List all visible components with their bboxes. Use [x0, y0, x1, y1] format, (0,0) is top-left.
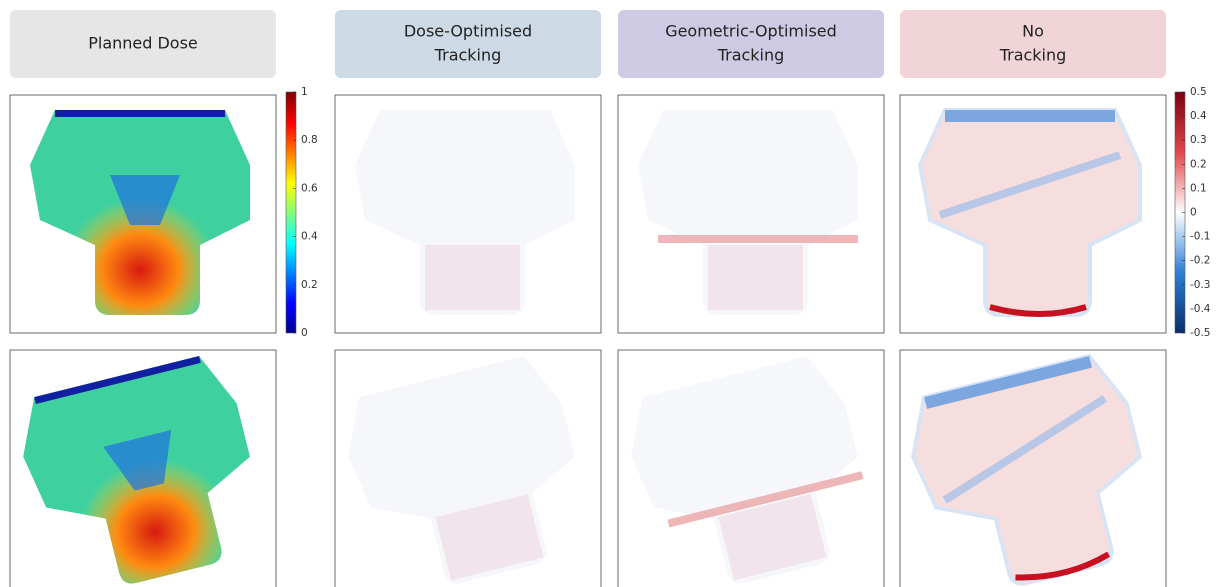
panel: [900, 95, 1166, 333]
diff-lower: [708, 245, 803, 310]
header-box: [335, 10, 601, 78]
dose-edge: [55, 110, 225, 117]
colorbar-tick-label: 0.5: [1190, 86, 1207, 98]
diff-cold: [945, 110, 1115, 122]
colorbar-tick-label: -0.5: [1190, 327, 1211, 339]
colorbar-tick-label: 0.4: [1190, 110, 1207, 122]
colorbar-tick-label: 0.4: [301, 231, 318, 243]
panel: [900, 350, 1166, 587]
panel: [618, 95, 884, 333]
header-text: Geometric-Optimised: [665, 22, 837, 41]
colorbar: [286, 92, 296, 333]
colorbar-tick-label: 1: [301, 86, 308, 98]
panel: [10, 350, 276, 587]
header-box: [618, 10, 884, 78]
colorbar-tick-label: -0.4: [1190, 303, 1211, 315]
headers: Planned Dose Dose-Optimised Tracking Geomet…: [10, 10, 1166, 78]
panels: [10, 95, 1166, 587]
colorbar-tick-label: 0.1: [1190, 182, 1207, 194]
panel: [10, 95, 276, 333]
panel: [618, 350, 884, 587]
colorbar-tick-label: 0.3: [1190, 134, 1207, 146]
panel: [335, 350, 601, 587]
colorbar-tick-label: -0.2: [1190, 255, 1211, 267]
colorbar-tick-label: 0: [301, 327, 308, 339]
colorbar-tick-label: -0.3: [1190, 279, 1211, 291]
diff-lower: [425, 245, 520, 310]
header-text: Tracking: [999, 46, 1067, 65]
header-text: No: [1022, 22, 1044, 41]
header-text: Dose-Optimised: [404, 22, 532, 41]
header-text: Tracking: [434, 46, 502, 65]
diff-band: [658, 235, 858, 243]
colorbar-tick-label: 0.2: [301, 279, 318, 291]
colorbar-tick-label: -0.1: [1190, 231, 1211, 243]
header-text: Tracking: [717, 46, 785, 65]
header-text: Planned Dose: [88, 34, 198, 53]
colorbar-tick-label: 0: [1190, 207, 1197, 219]
header-box: [900, 10, 1166, 78]
panel: [335, 95, 601, 333]
colorbar-tick-label: 0.8: [301, 134, 318, 146]
figure: Planned Dose Dose-Optimised Tracking Geomet…: [0, 0, 1220, 587]
colorbar-tick-label: 0.2: [1190, 158, 1207, 170]
colorbar-tick-label: 0.6: [301, 182, 318, 194]
